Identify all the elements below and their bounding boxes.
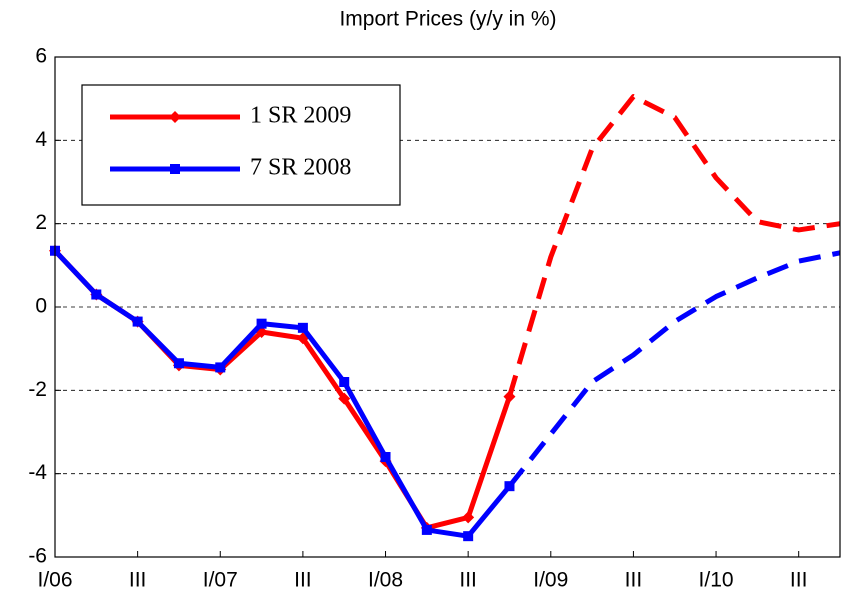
plot-frame: [54, 56, 841, 558]
y-tick-label: 6: [35, 45, 47, 68]
y-tick-label: -2: [28, 378, 47, 401]
forecast-line: [507, 250, 840, 488]
marker: [132, 316, 143, 327]
marker: [462, 511, 475, 524]
x-tick-label: III: [790, 569, 808, 592]
x-tick-label: I/07: [203, 569, 238, 592]
marker: [339, 377, 350, 387]
legend-marker: [169, 111, 181, 123]
legend-marker: [170, 164, 180, 174]
y-tick-label: 0: [35, 295, 47, 318]
marker: [504, 481, 515, 492]
legend-label: 1 SR 2009: [250, 103, 351, 129]
y-tick-label: -6: [28, 545, 47, 568]
y-tick-label: -4: [28, 461, 47, 484]
marker: [503, 390, 516, 403]
legend: 1 SR 2009 7 SR 2008: [81, 84, 401, 206]
legend-box: [81, 84, 401, 206]
marker: [380, 452, 391, 462]
x-tick-label: III: [625, 569, 643, 592]
series-line: [55, 249, 512, 539]
series-line: [55, 249, 512, 531]
x-tick-label: III: [459, 569, 477, 592]
x-tick-label: I/06: [37, 569, 72, 592]
marker: [297, 322, 308, 333]
marker: [463, 531, 474, 542]
marker: [173, 358, 184, 369]
marker: [215, 362, 226, 373]
marker: [421, 524, 432, 535]
x-tick-label: I/08: [368, 569, 403, 592]
marker: [256, 318, 267, 329]
x-tick-label: I/10: [699, 569, 734, 592]
forecast-line: [507, 94, 840, 398]
y-tick-label: 4: [35, 128, 47, 151]
x-tick-label: I/09: [533, 569, 568, 592]
chart-title: Import Prices (y/y in %): [339, 8, 556, 31]
x-tick-label: III: [294, 569, 312, 592]
legend-label: 7 SR 2008: [250, 155, 351, 181]
marker: [338, 392, 351, 405]
y-tick-label: 2: [35, 211, 47, 234]
marker: [91, 289, 102, 300]
x-tick-label: III: [129, 569, 147, 592]
